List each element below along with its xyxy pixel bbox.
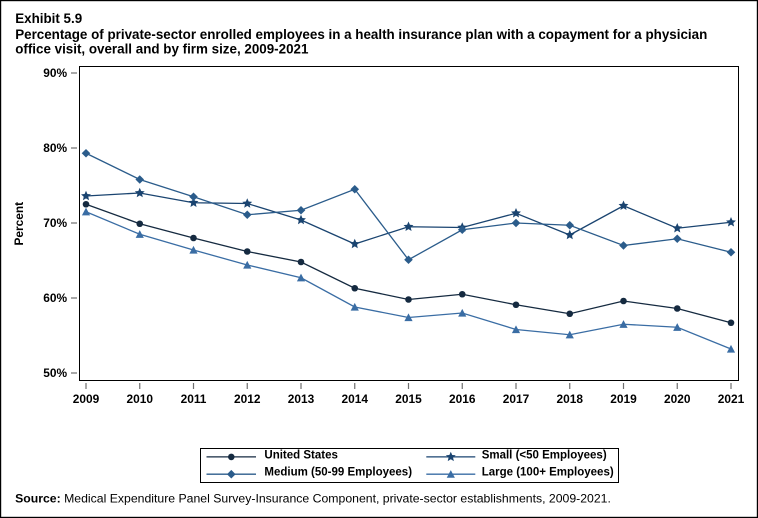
svg-text:60%: 60% xyxy=(43,291,67,305)
svg-text:2016: 2016 xyxy=(449,392,476,406)
svg-text:2015: 2015 xyxy=(395,392,422,406)
svg-text:2020: 2020 xyxy=(664,392,691,406)
svg-text:90%: 90% xyxy=(43,66,67,80)
svg-text:2010: 2010 xyxy=(127,392,154,406)
svg-text:80%: 80% xyxy=(43,141,67,155)
svg-text:2012: 2012 xyxy=(234,392,261,406)
svg-text:2014: 2014 xyxy=(342,392,369,406)
svg-text:2011: 2011 xyxy=(181,392,207,406)
svg-text:2009: 2009 xyxy=(73,392,100,406)
svg-text:Large (100+ Employees): Large (100+ Employees) xyxy=(482,467,614,479)
svg-text:2013: 2013 xyxy=(288,392,315,406)
svg-text:2018: 2018 xyxy=(557,392,584,406)
svg-text:Percent: Percent xyxy=(12,202,26,246)
svg-text:office visit, overall and by f: office visit, overall and by firm size, … xyxy=(15,41,309,56)
svg-text:70%: 70% xyxy=(43,216,67,230)
svg-text:2019: 2019 xyxy=(610,392,637,406)
svg-text:United States: United States xyxy=(264,449,338,461)
svg-text:2021: 2021 xyxy=(718,392,745,406)
svg-text:50%: 50% xyxy=(43,366,67,380)
svg-text:Small (<50 Employees): Small (<50 Employees) xyxy=(482,449,607,461)
svg-text:2017: 2017 xyxy=(503,392,530,406)
svg-text:Percentage of private-sector e: Percentage of private-sector enrolled em… xyxy=(15,27,707,42)
svg-text:Source: Medical Expenditure Pa: Source: Medical Expenditure Panel Survey… xyxy=(15,491,611,505)
svg-text:Exhibit 5.9: Exhibit 5.9 xyxy=(15,11,82,26)
svg-text:Medium (50-99 Employees): Medium (50-99 Employees) xyxy=(264,467,412,479)
